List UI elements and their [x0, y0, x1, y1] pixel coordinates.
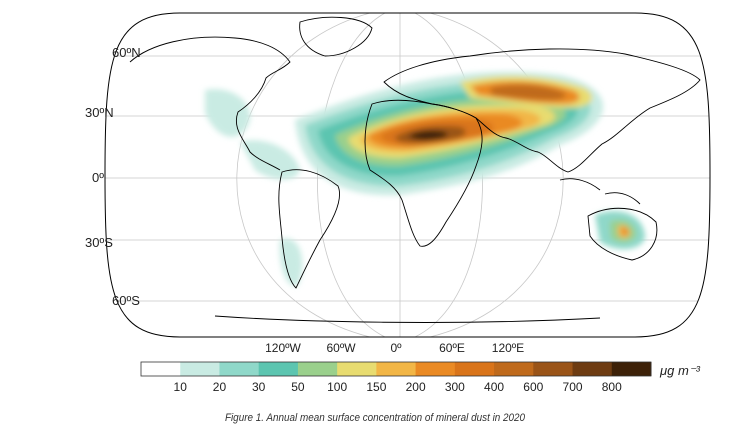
longitude-label-0: 0º: [390, 341, 402, 355]
colorbar-segment: [376, 362, 417, 376]
longitude-label-120w: 120ºW: [265, 341, 301, 355]
colorbar-segment: [219, 362, 260, 376]
colorbar-tick-label: 800: [602, 380, 622, 394]
colorbar-segment: [611, 362, 652, 376]
colorbar-tick-label: 100: [327, 380, 347, 394]
globe-outline: [104, 12, 711, 338]
latitude-label-30n: 30ºN: [85, 105, 114, 120]
colorbar-segment: [415, 362, 456, 376]
latitude-label-60s: 60ºS: [112, 293, 140, 308]
latitude-label-30s: 30ºS: [85, 235, 113, 250]
colorbar-tick-label: 30: [252, 380, 266, 394]
colorbar-segment: [141, 362, 181, 376]
colorbar-tick-label: 200: [406, 380, 426, 394]
colorbar-segment: [297, 362, 338, 376]
colorbar-frame: [140, 361, 652, 377]
colorbar-tick-label: 20: [213, 380, 227, 394]
colorbar-tick-label: 600: [523, 380, 543, 394]
colorbar-segment: [258, 362, 299, 376]
dust-concentration-field: [205, 71, 645, 286]
colorbar-tick-label: 10: [174, 380, 188, 394]
colorbar-tick-label: 300: [445, 380, 465, 394]
colorbar-segment: [180, 362, 220, 376]
longitude-label-120e: 120ºE: [492, 341, 524, 355]
colorbar-segment: [337, 362, 377, 376]
coastlines: [129, 16, 701, 323]
longitude-label-60e: 60ºE: [439, 341, 465, 355]
colorbar-tick-label: 700: [563, 380, 583, 394]
longitude-label-60w: 60ºW: [326, 341, 356, 355]
colorbar-segment: [572, 362, 613, 376]
colorbar-tick-label: 150: [366, 380, 386, 394]
colorbar-segment: [494, 362, 534, 376]
latitude-label-0: 0º: [92, 170, 104, 185]
latitude-label-60n: 60ºN: [112, 45, 141, 60]
figure-caption: Figure 1. Annual mean surface concentrat…: [224, 412, 526, 424]
colorbar-segment: [533, 362, 574, 376]
colorbar-tick-label: 50: [291, 380, 305, 394]
colorbar: 10 20 30 50 100 150 200 300 400 600 700 800: [141, 362, 652, 394]
colorbar-tick-label: 400: [484, 380, 504, 394]
colorbar-segment: [454, 362, 495, 376]
colorbar-unit-label: μg m⁻³: [659, 363, 701, 378]
